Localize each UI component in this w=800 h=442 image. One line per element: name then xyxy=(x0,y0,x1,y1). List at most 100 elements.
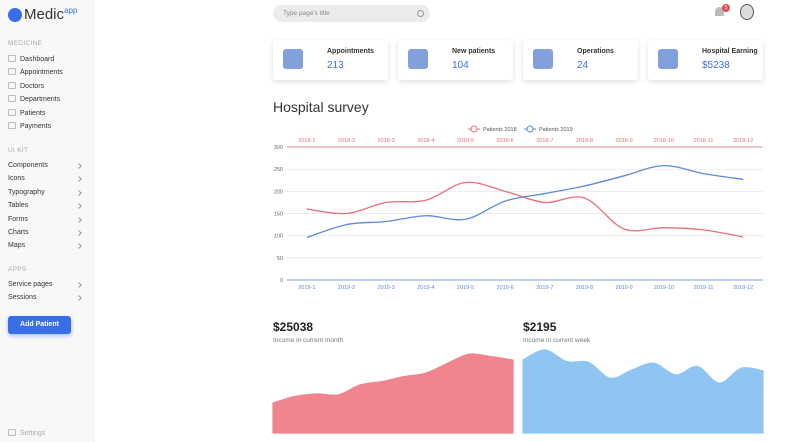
y-tick-label: 150 xyxy=(274,212,283,218)
nav-label: Departments xyxy=(20,96,61,104)
stat-icon xyxy=(408,49,428,69)
nav-item[interactable]: Sessions xyxy=(8,294,83,301)
nav-item[interactable]: Typography xyxy=(8,189,83,196)
stat-card: Operations 24 xyxy=(523,40,638,80)
stat-icon xyxy=(283,49,303,69)
icon xyxy=(8,108,16,116)
y-tick-label: 200 xyxy=(274,189,283,195)
y-tick-label: 300 xyxy=(274,145,283,151)
stat-value: $5238 xyxy=(702,60,730,71)
stat-card: Appointments 213 xyxy=(273,40,388,80)
section-title: MEDICINE xyxy=(8,40,43,47)
chart-title: Hospital survey xyxy=(273,99,369,115)
section-title: UI KIT xyxy=(8,147,29,154)
nav-label: Charts xyxy=(8,229,29,236)
x2-tick-label: 2018-3 xyxy=(378,138,395,144)
nav-item[interactable]: Tables xyxy=(8,202,83,209)
brand[interactable]: Medicapp xyxy=(24,6,77,23)
search-input[interactable]: Type page's title xyxy=(273,5,430,22)
x-tick-label: 2019-11 xyxy=(694,285,714,291)
x-tick-label: 2019-4 xyxy=(417,285,434,291)
nav-label: Appointments xyxy=(20,69,63,77)
x2-tick-label: 2018-6 xyxy=(497,138,514,144)
x2-tick-label: 2018-9 xyxy=(616,138,633,144)
stat-card: Hospital Earning $5238 xyxy=(648,40,763,80)
add-patient-button[interactable]: Add Patient xyxy=(8,316,71,334)
search-placeholder: Type page's title xyxy=(283,10,330,17)
x-tick-label: 2019-2 xyxy=(338,285,355,291)
y-tick-label: 0 xyxy=(280,278,283,284)
avatar[interactable] xyxy=(740,4,754,20)
stat-card: New patients 104 xyxy=(398,40,513,80)
icon xyxy=(8,68,16,76)
nav-item[interactable]: Components xyxy=(8,162,83,169)
nav-label: Service pages xyxy=(8,281,53,288)
x-tick-label: 2019-12 xyxy=(733,285,753,291)
icon xyxy=(8,122,16,129)
section-title: APPS xyxy=(8,266,27,273)
search-icon xyxy=(417,10,424,17)
icon xyxy=(8,429,16,436)
stat-label: New patients xyxy=(452,48,496,55)
stat-value: 104 xyxy=(452,60,469,71)
x2-tick-label: 2018-2 xyxy=(338,138,355,144)
nav-item[interactable]: Forms xyxy=(8,216,83,223)
settings-link[interactable]: Settings xyxy=(8,429,45,437)
nav-label: Patients xyxy=(20,109,46,117)
nav-item[interactable]: Charts xyxy=(8,229,83,236)
area xyxy=(272,353,514,434)
x2-tick-label: 2018-12 xyxy=(733,138,753,144)
nav-item[interactable]: Dashboard xyxy=(8,55,83,63)
icon xyxy=(8,81,16,89)
nav-label: Tables xyxy=(8,202,29,210)
x2-tick-label: 2018-1 xyxy=(298,138,315,144)
legend-marker xyxy=(526,125,534,133)
nav-label: Forms xyxy=(8,215,28,223)
nav-item[interactable]: Payments xyxy=(8,122,83,130)
icon xyxy=(8,55,16,62)
stat-icon xyxy=(658,49,678,69)
stat-value: 213 xyxy=(327,60,344,71)
area xyxy=(522,349,764,434)
x2-tick-label: 2018-5 xyxy=(457,138,474,144)
y-tick-label: 250 xyxy=(274,167,283,173)
sidebar: Medicapp Add Patient Settings MEDICINE Da… xyxy=(0,0,95,442)
x-tick-label: 2019-5 xyxy=(457,285,474,291)
stat-value: 24 xyxy=(577,60,589,71)
stat-label: Operations xyxy=(577,48,614,55)
legend-label: Patients 2019 xyxy=(539,127,573,133)
nav-item[interactable]: Doctors xyxy=(8,81,83,90)
brand-sup: app xyxy=(64,6,78,15)
nav-label: Dashboard xyxy=(20,56,55,63)
nav-label: Typography xyxy=(8,188,45,196)
area-title: $2195 xyxy=(523,320,557,334)
nav-label: Maps xyxy=(8,242,26,250)
x-tick-label: 2019-1 xyxy=(298,285,315,291)
nav-item[interactable]: Patients xyxy=(8,108,83,117)
stat-label: Hospital Earning xyxy=(702,48,758,55)
x2-tick-label: 2018-11 xyxy=(694,138,714,144)
nav-item[interactable]: Service pages xyxy=(8,281,83,288)
logo[interactable] xyxy=(8,8,22,22)
brand-name: Medic xyxy=(24,6,65,23)
y-tick-label: 50 xyxy=(277,256,283,262)
x-tick-label: 2019-10 xyxy=(654,285,674,291)
nav-item[interactable]: Departments xyxy=(8,95,83,103)
nav-item[interactable]: Icons xyxy=(8,175,83,182)
nav-item[interactable]: Appointments xyxy=(8,68,83,76)
area-subtitle: Income in current week xyxy=(523,337,591,344)
x-tick-label: 2019-7 xyxy=(536,285,553,291)
legend-label: Patients 2018 xyxy=(483,127,517,133)
x2-tick-label: 2018-4 xyxy=(417,138,434,144)
button-label: Add Patient xyxy=(20,321,59,328)
x-tick-label: 2019-8 xyxy=(576,285,593,291)
x2-tick-label: 2018-7 xyxy=(536,138,553,144)
nav-item[interactable]: Maps xyxy=(8,242,83,249)
series-line xyxy=(306,181,744,238)
nav-label: Components xyxy=(8,162,48,169)
x-tick-label: 2019-3 xyxy=(378,285,395,291)
notifications-icon[interactable] xyxy=(715,7,724,16)
nav-label: Icons xyxy=(8,175,25,183)
